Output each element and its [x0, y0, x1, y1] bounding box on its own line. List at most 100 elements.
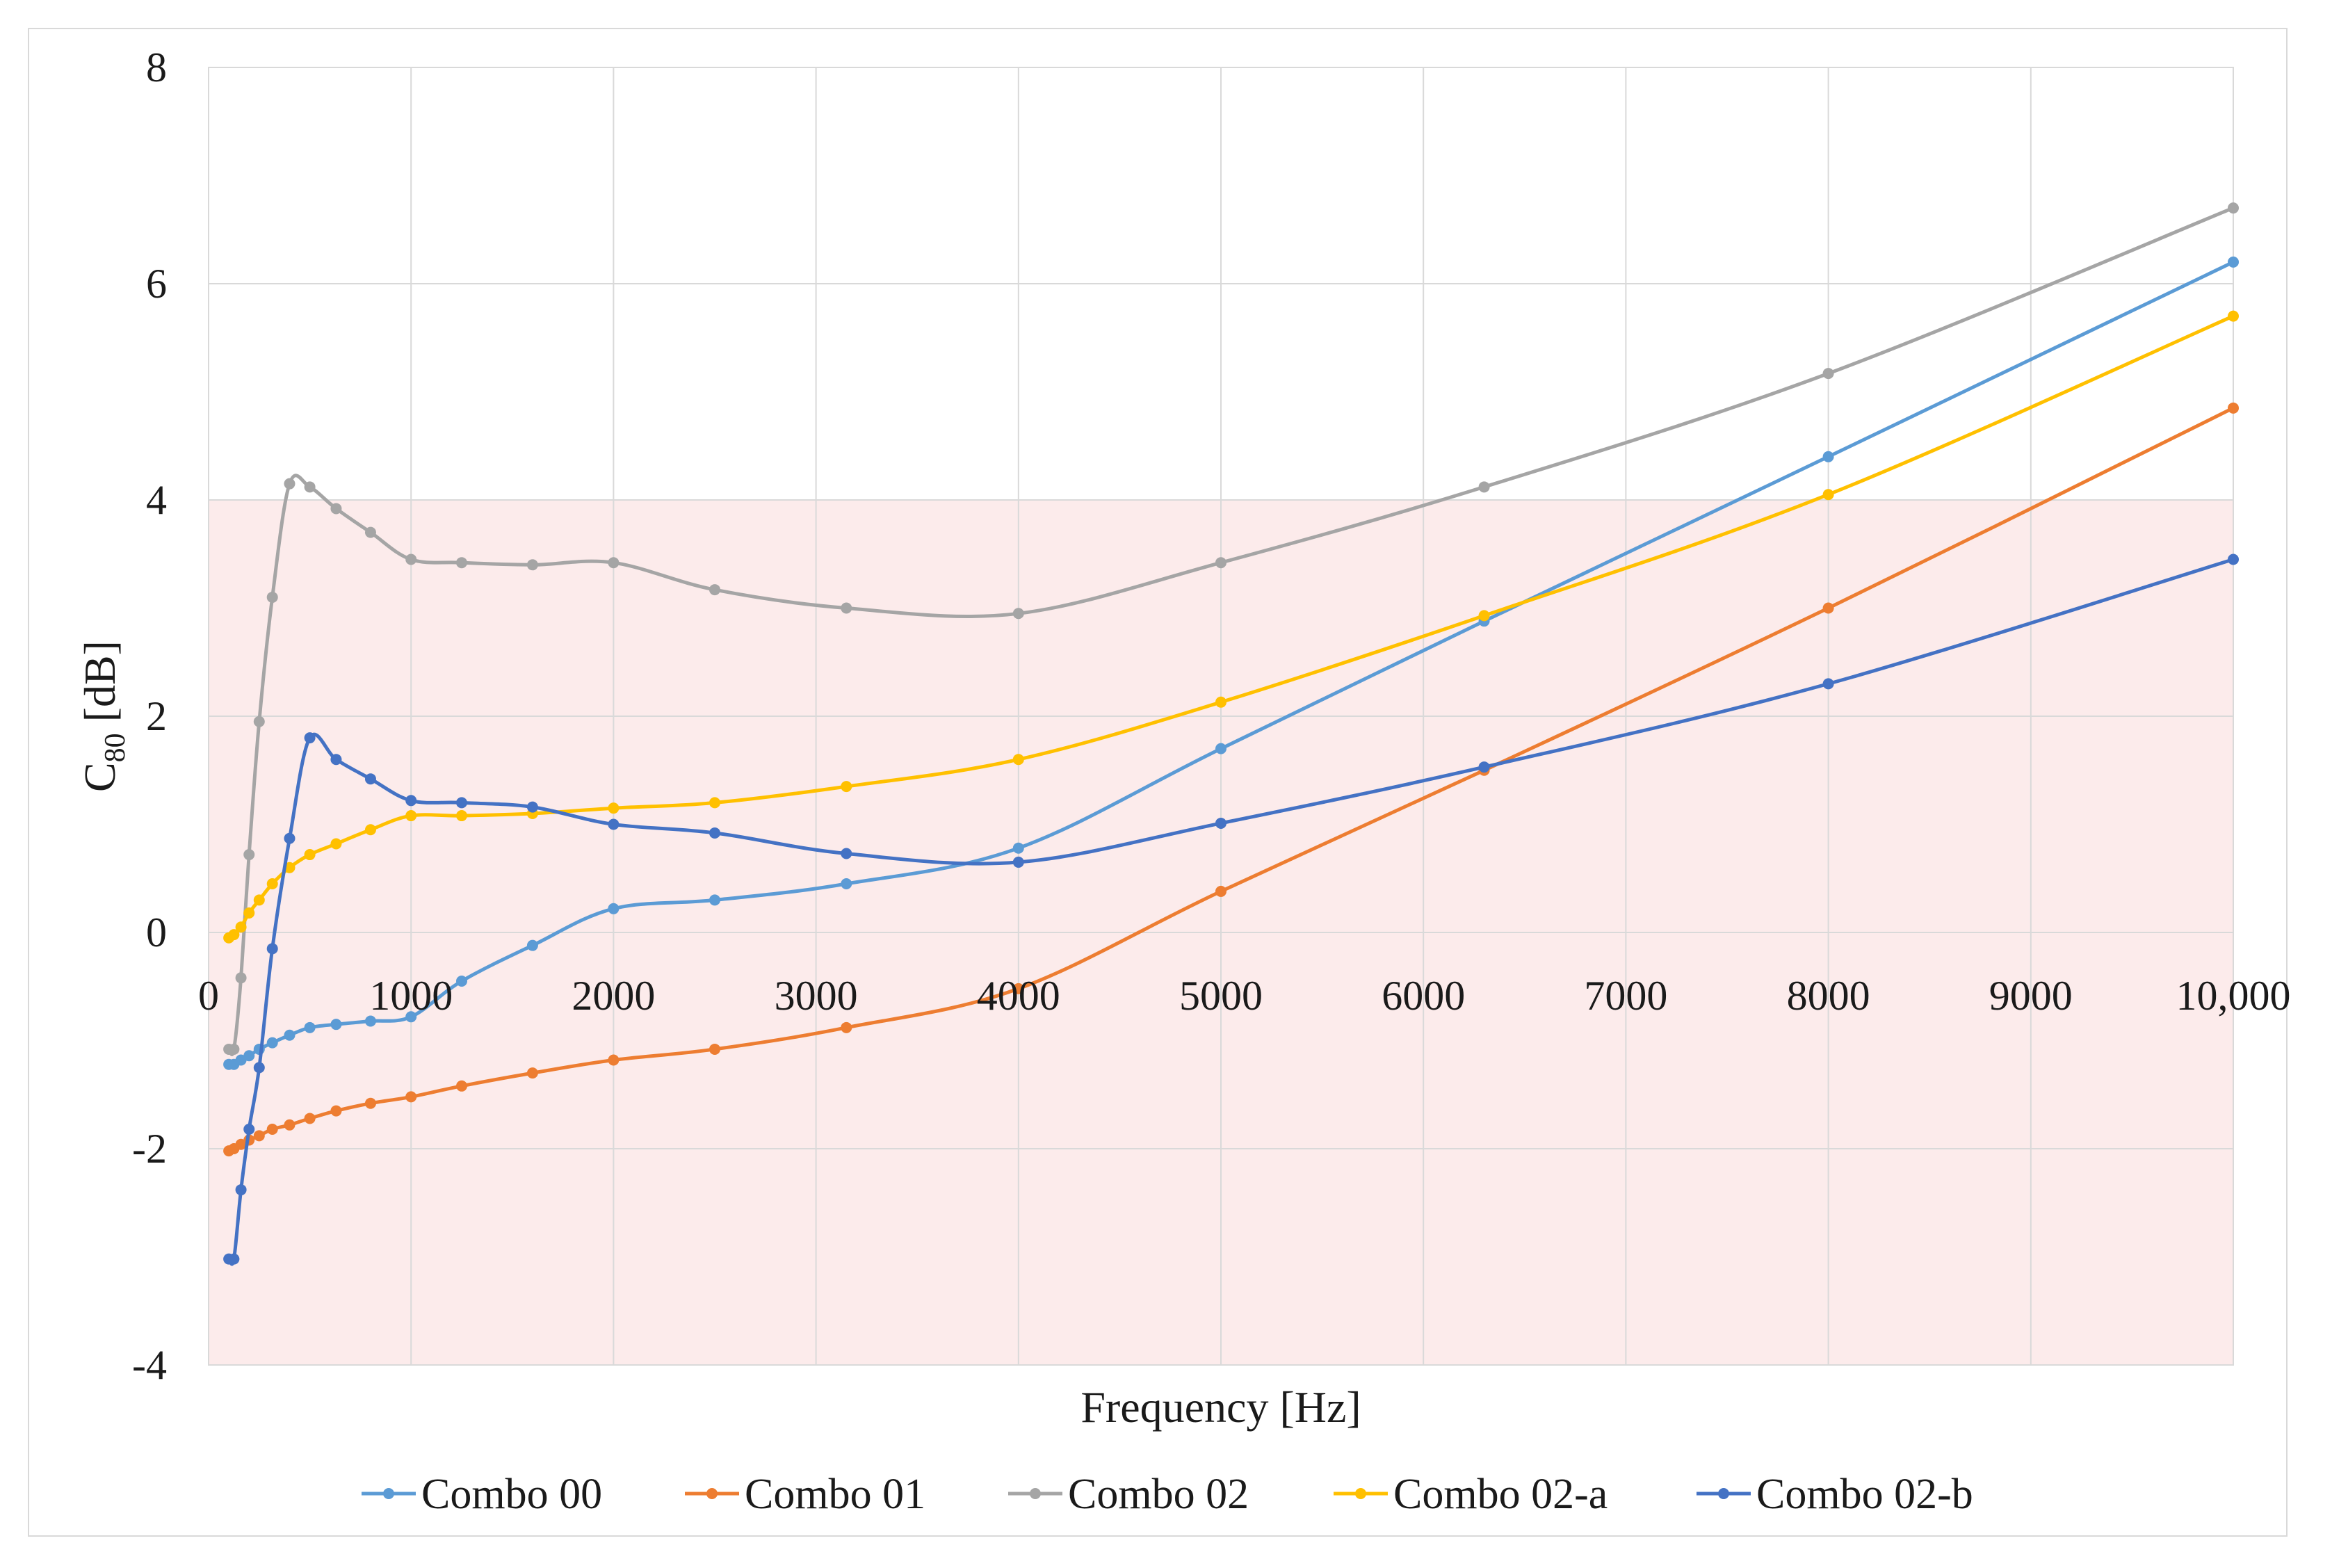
data-point — [2228, 553, 2239, 565]
data-point — [2228, 256, 2239, 268]
data-point — [526, 939, 538, 951]
data-point — [1215, 743, 1226, 754]
y-axis-label-unit: [dB] — [75, 640, 124, 733]
data-point — [1012, 608, 1024, 620]
x-tick-label: 5000 — [1179, 973, 1263, 1019]
plot-area-border — [208, 67, 2234, 1366]
y-tick-label: 8 — [146, 45, 167, 90]
y-axis-label: C80 [dB] — [75, 640, 131, 792]
data-point — [364, 1015, 376, 1027]
data-point — [1012, 983, 1024, 994]
data-point — [253, 894, 265, 906]
data-point — [330, 503, 342, 515]
data-point — [304, 1021, 316, 1033]
legend-item: Combo 01 — [685, 1471, 925, 1518]
data-point — [266, 943, 278, 955]
data-point — [228, 929, 240, 941]
data-point — [456, 810, 467, 822]
x-tick-label: 10,000 — [2176, 973, 2291, 1019]
data-point — [841, 781, 852, 793]
data-point — [709, 797, 720, 809]
data-point — [235, 1184, 247, 1196]
x-tick-label: 3000 — [775, 973, 858, 1019]
x-tick-label: 9000 — [1989, 973, 2073, 1019]
series-combo-01 — [223, 402, 2239, 1157]
data-point — [526, 559, 538, 571]
data-point — [841, 878, 852, 890]
data-point — [364, 773, 376, 785]
data-point — [841, 1021, 852, 1033]
data-point — [709, 894, 720, 906]
series-line — [227, 314, 2235, 939]
legend-swatch-marker — [1355, 1488, 1366, 1499]
legend-item: Combo 02-b — [1697, 1471, 1973, 1518]
data-point — [526, 801, 538, 813]
y-tick-label: -4 — [132, 1342, 167, 1388]
data-point — [1822, 602, 1834, 614]
data-point — [1215, 696, 1226, 708]
data-point — [405, 1091, 417, 1103]
legend-item: Combo 02 — [1008, 1471, 1249, 1518]
data-point — [243, 1050, 255, 1062]
x-tick-label: 2000 — [572, 973, 655, 1019]
data-point — [1215, 885, 1226, 897]
x-tick-label: 0 — [198, 973, 219, 1019]
legend-label: Combo 00 — [421, 1471, 602, 1518]
data-point — [456, 1080, 467, 1092]
data-point — [1012, 754, 1024, 766]
data-point — [608, 802, 620, 814]
legend-label: Combo 02-a — [1393, 1471, 1608, 1518]
legend-item: Combo 00 — [362, 1471, 602, 1518]
y-tick-label: 0 — [146, 910, 167, 955]
y-tick-label: 4 — [146, 477, 167, 523]
data-point — [1012, 856, 1024, 868]
data-point — [330, 754, 342, 766]
data-point — [2228, 202, 2239, 214]
legend-swatch-marker — [1030, 1488, 1041, 1499]
data-point — [284, 1119, 295, 1131]
data-point — [1012, 842, 1024, 854]
data-point — [304, 849, 316, 861]
series-combo-02-b — [223, 553, 2239, 1266]
series-combo-02 — [223, 202, 2239, 1056]
y-tick-labels: -4 -2 0 2 4 6 8 — [132, 45, 167, 1388]
data-point — [266, 1037, 278, 1049]
data-point — [2228, 402, 2239, 414]
data-point — [284, 832, 295, 844]
data-point — [253, 716, 265, 727]
data-point — [364, 526, 376, 538]
data-point — [235, 972, 247, 984]
data-point — [1478, 761, 1490, 773]
data-point — [1822, 451, 1834, 462]
x-tick-label: 8000 — [1787, 973, 1870, 1019]
data-point — [243, 907, 255, 919]
legend-label: Combo 02-b — [1756, 1471, 1973, 1518]
data-point — [253, 1062, 265, 1074]
data-point — [608, 557, 620, 569]
data-point — [405, 553, 417, 565]
data-point — [709, 1043, 720, 1055]
data-point — [608, 1054, 620, 1066]
data-point — [405, 795, 417, 807]
data-point — [284, 478, 295, 490]
data-point — [364, 1097, 376, 1109]
data-point — [304, 732, 316, 744]
data-point — [266, 1124, 278, 1135]
x-tick-label: 6000 — [1382, 973, 1465, 1019]
data-point — [235, 921, 247, 933]
data-point — [1822, 678, 1834, 690]
data-point — [1478, 610, 1490, 622]
series-line — [227, 206, 2234, 1056]
data-point — [228, 1253, 240, 1265]
data-point — [243, 849, 255, 861]
series-layer — [223, 202, 2239, 1266]
data-point — [709, 827, 720, 839]
data-point — [304, 481, 316, 493]
legend-swatch-marker — [383, 1488, 394, 1499]
data-point — [456, 797, 467, 809]
x-tick-label: 1000 — [369, 973, 453, 1019]
data-point — [243, 1124, 255, 1135]
legend-swatch-marker — [706, 1488, 718, 1499]
data-point — [330, 1105, 342, 1117]
